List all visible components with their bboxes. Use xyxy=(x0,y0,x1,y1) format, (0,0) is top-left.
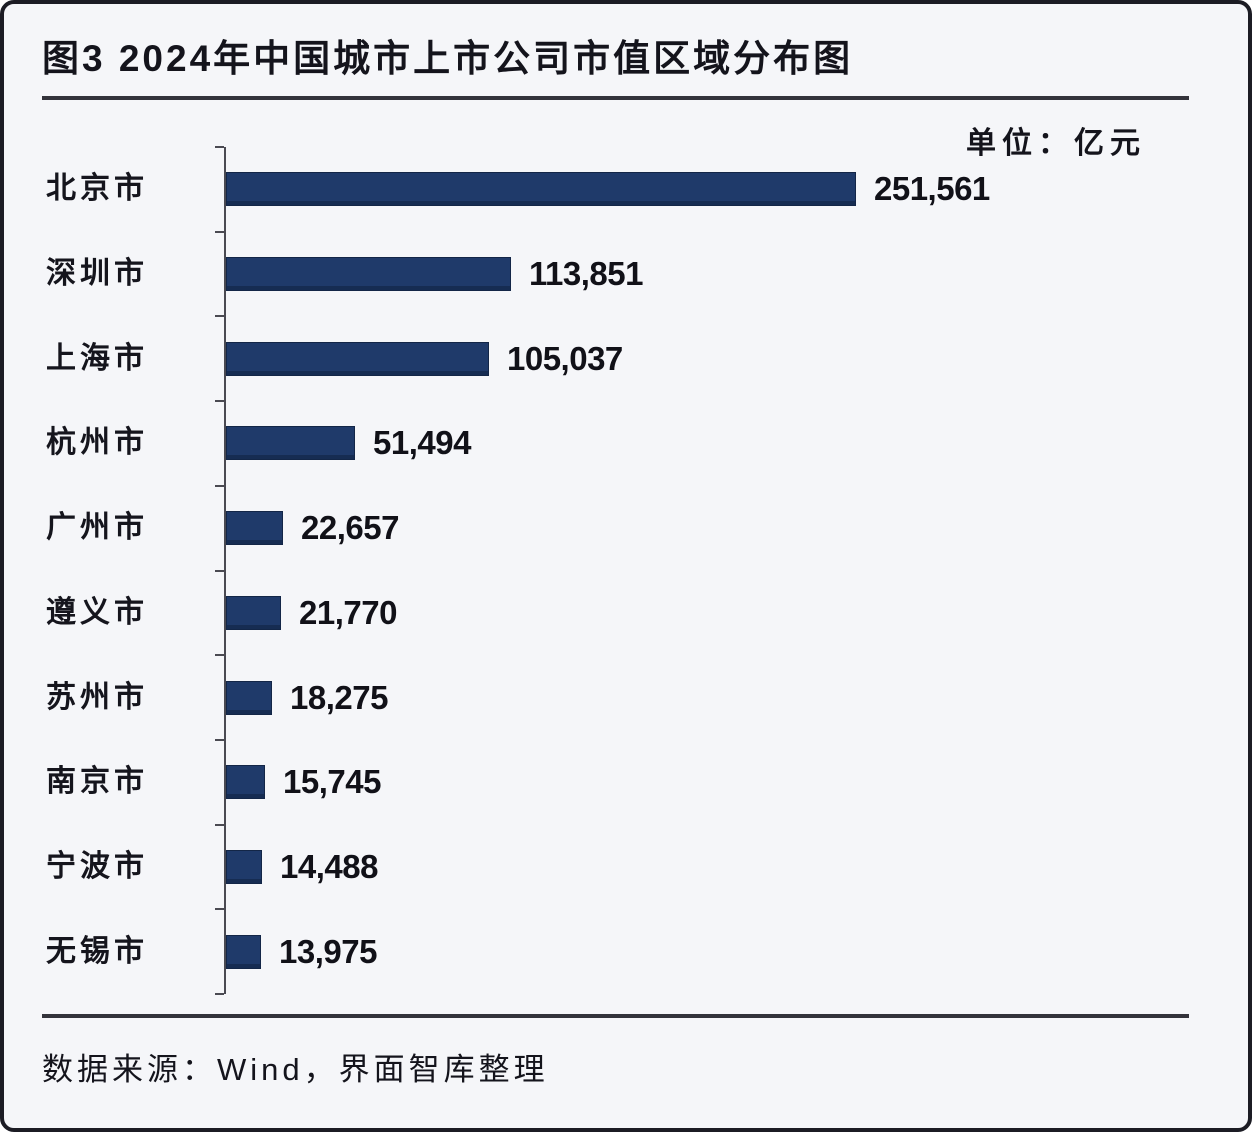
bar xyxy=(226,257,511,292)
value-label: 21,770 xyxy=(299,593,397,631)
axis-tick xyxy=(215,654,224,656)
bar-row: 宁波市 14,488 xyxy=(4,847,1248,885)
value-label: 18,275 xyxy=(290,678,388,716)
city-label: 苏州市 xyxy=(46,680,148,714)
value-label: 14,488 xyxy=(280,847,378,885)
value-label: 13,975 xyxy=(279,932,377,970)
bar-row: 深圳市 113,851 xyxy=(4,255,1248,293)
axis-tick xyxy=(215,400,224,402)
bar-row: 杭州市 51,494 xyxy=(4,424,1248,462)
bar-row: 无锡市 13,975 xyxy=(4,932,1248,970)
bar xyxy=(226,765,265,800)
bar xyxy=(226,595,281,630)
city-label: 上海市 xyxy=(46,341,148,375)
footer-divider xyxy=(42,1014,1189,1018)
bar xyxy=(226,341,489,376)
bar-row: 北京市 251,561 xyxy=(4,170,1248,208)
title-divider xyxy=(42,96,1189,100)
axis-tick xyxy=(215,231,224,233)
city-label: 无锡市 xyxy=(46,934,148,968)
axis-tick xyxy=(215,485,224,487)
bar-row: 遵义市 21,770 xyxy=(4,593,1248,631)
value-label: 105,037 xyxy=(507,339,623,377)
chart-title: 图3 2024年中国城市上市公司市值区域分布图 xyxy=(42,38,854,79)
y-axis-line xyxy=(224,147,226,994)
bar-chart: 北京市 251,561 深圳市 113,851 上海市 105,037 杭州市 51,494 广… xyxy=(4,146,1248,995)
city-label: 广州市 xyxy=(46,511,148,545)
axis-tick xyxy=(215,315,224,317)
bar xyxy=(226,680,272,715)
axis-tick xyxy=(215,739,224,741)
value-label: 251,561 xyxy=(874,170,990,208)
axis-tick xyxy=(215,146,224,148)
axis-tick xyxy=(215,908,224,910)
bar xyxy=(226,934,261,969)
bar-row: 上海市 105,037 xyxy=(4,339,1248,377)
value-label: 15,745 xyxy=(283,763,381,801)
bar-row: 南京市 15,745 xyxy=(4,763,1248,801)
data-source: 数据来源：Wind，界面智库整理 xyxy=(42,1052,549,1087)
bar xyxy=(226,426,355,461)
city-label: 北京市 xyxy=(46,172,148,206)
axis-tick xyxy=(215,824,224,826)
bar xyxy=(226,849,262,884)
city-label: 深圳市 xyxy=(46,257,148,291)
city-label: 宁波市 xyxy=(46,849,148,883)
city-label: 遵义市 xyxy=(46,595,148,629)
value-label: 51,494 xyxy=(373,424,471,462)
value-label: 113,851 xyxy=(529,255,643,293)
value-label: 22,657 xyxy=(301,509,399,547)
bar xyxy=(226,511,283,546)
city-label: 杭州市 xyxy=(46,426,148,460)
axis-tick xyxy=(215,993,224,995)
axis-tick xyxy=(215,570,224,572)
bar xyxy=(226,172,856,207)
bar-row: 广州市 22,657 xyxy=(4,509,1248,547)
bar-row: 苏州市 18,275 xyxy=(4,678,1248,716)
city-label: 南京市 xyxy=(46,765,148,799)
unit-label: 单位：亿元 xyxy=(966,127,1146,160)
